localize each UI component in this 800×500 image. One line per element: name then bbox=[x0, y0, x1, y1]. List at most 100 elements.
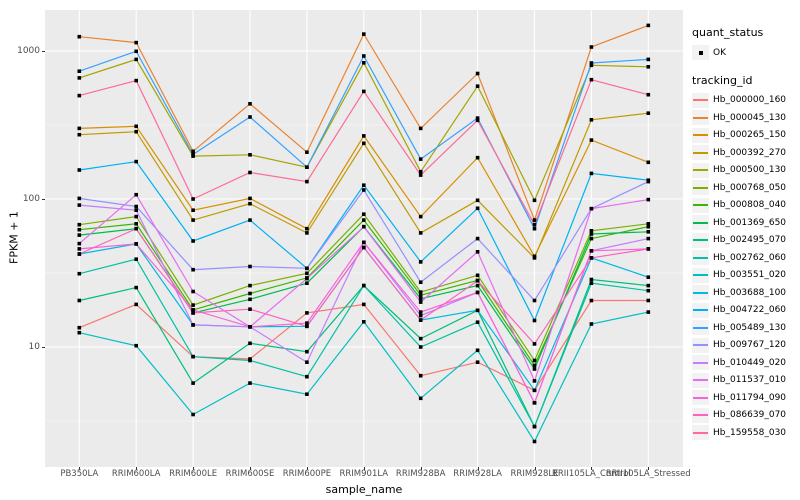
data-point-marker bbox=[191, 197, 195, 201]
data-point-marker bbox=[589, 256, 594, 260]
data-point-marker bbox=[418, 169, 423, 174]
data-point-marker bbox=[77, 330, 82, 335]
legend-line-swatch bbox=[693, 344, 708, 347]
data-point-marker bbox=[646, 111, 651, 115]
plot-panel bbox=[45, 10, 683, 467]
data-point-marker bbox=[362, 218, 366, 222]
data-point-marker bbox=[77, 196, 82, 201]
data-point-marker bbox=[646, 288, 651, 293]
legend-line-swatch bbox=[693, 326, 708, 329]
x-tick-label: RRIM901LA bbox=[339, 469, 389, 479]
data-point-marker bbox=[418, 313, 423, 318]
legend-key-box bbox=[692, 320, 709, 336]
data-point-marker bbox=[589, 63, 594, 68]
data-point-marker bbox=[134, 214, 138, 219]
data-point-marker bbox=[646, 23, 651, 28]
data-point-marker bbox=[248, 358, 252, 363]
data-point-marker bbox=[77, 93, 82, 98]
legend-key-box bbox=[692, 215, 709, 231]
data-point-marker bbox=[646, 92, 651, 97]
legend-line-swatch bbox=[693, 414, 708, 417]
legend-item-label: Hb_001369_650 bbox=[713, 217, 787, 228]
legend-line-swatch bbox=[693, 186, 708, 189]
legend-key-box bbox=[692, 162, 709, 178]
data-point-marker bbox=[248, 297, 252, 302]
legend-item-label: Hb_010449_020 bbox=[713, 357, 787, 368]
data-point-marker bbox=[418, 280, 423, 284]
data-point-marker bbox=[475, 273, 480, 278]
y-tick-label: 100 bbox=[22, 194, 40, 204]
data-point-marker bbox=[134, 192, 138, 197]
data-point-marker bbox=[532, 198, 537, 203]
data-point-marker bbox=[362, 61, 366, 65]
legend-item-label: Hb_002762_060 bbox=[713, 252, 787, 263]
data-point-marker bbox=[646, 283, 651, 288]
data-point-marker bbox=[418, 214, 423, 219]
legend-item-label: Hb_005489_130 bbox=[713, 322, 787, 333]
x-tick-mark bbox=[648, 467, 650, 470]
data-point-marker bbox=[248, 201, 252, 206]
data-point-marker bbox=[475, 279, 480, 283]
data-point-marker bbox=[418, 373, 423, 378]
x-tick-mark bbox=[306, 467, 308, 470]
x-tick-label: RRII105LA_Stressed bbox=[605, 469, 691, 479]
legend-title-quant-status: quant_status bbox=[692, 26, 764, 39]
data-point-marker bbox=[475, 308, 480, 313]
data-point-marker bbox=[134, 78, 138, 83]
legend-item-label: OK bbox=[713, 47, 726, 58]
legend-item-label: Hb_009767_120 bbox=[713, 340, 787, 351]
data-point-marker bbox=[305, 226, 309, 231]
legend-item-Hb_000265_150: Hb_000265_150 bbox=[692, 127, 798, 145]
legend-item-Hb_000500_130: Hb_000500_130 bbox=[692, 162, 798, 180]
x-tick-mark bbox=[193, 467, 195, 470]
data-point-marker bbox=[589, 229, 594, 233]
legend-item-label: Hb_159558_030 bbox=[713, 427, 787, 438]
data-point-marker bbox=[77, 227, 82, 232]
y-tick-label: 1000 bbox=[17, 46, 40, 56]
data-point-marker bbox=[475, 360, 480, 364]
data-point-marker bbox=[532, 367, 537, 371]
data-point-marker bbox=[248, 115, 252, 119]
data-point-marker bbox=[532, 363, 537, 368]
data-point-marker bbox=[362, 224, 366, 229]
data-point-marker bbox=[248, 102, 252, 106]
legend-key-box bbox=[692, 425, 709, 441]
data-point-marker bbox=[134, 40, 138, 45]
legend: quant_status OK tracking_id Hb_000000_16… bbox=[692, 26, 798, 442]
legend-item-Hb_010449_020: Hb_010449_020 bbox=[692, 354, 798, 372]
legend-item-Hb_004722_060: Hb_004722_060 bbox=[692, 302, 798, 320]
legend-key-box bbox=[692, 45, 709, 61]
data-point-marker bbox=[362, 32, 366, 36]
data-point-marker bbox=[589, 77, 594, 82]
legend-item-Hb_011537_010: Hb_011537_010 bbox=[692, 372, 798, 390]
data-point-marker bbox=[589, 281, 594, 285]
legend-line-swatch bbox=[693, 396, 708, 399]
data-point-marker bbox=[248, 307, 252, 311]
data-point-marker bbox=[191, 311, 195, 315]
x-tick-label: RRII105LA_Control bbox=[552, 469, 631, 479]
legend-item-Hb_001369_650: Hb_001369_650 bbox=[692, 214, 798, 232]
data-point-marker bbox=[77, 271, 82, 276]
legend-item-Hb_005489_130: Hb_005489_130 bbox=[692, 319, 798, 337]
data-point-marker bbox=[646, 224, 651, 229]
x-tick-label: RRIM600LA bbox=[111, 469, 161, 479]
data-point-marker bbox=[77, 252, 82, 256]
legend-item-label: Hb_086639_070 bbox=[713, 410, 787, 421]
data-point-marker bbox=[589, 45, 594, 49]
data-point-marker bbox=[248, 218, 252, 222]
legend-item-Hb_011794_090: Hb_011794_090 bbox=[692, 389, 798, 407]
legend-item-Hb_003551_020: Hb_003551_020 bbox=[692, 267, 798, 285]
data-point-marker bbox=[191, 267, 195, 272]
data-point-marker bbox=[191, 218, 195, 222]
data-point-marker bbox=[646, 310, 651, 314]
x-tick-mark bbox=[420, 467, 422, 470]
x-tick-label: PB350LA bbox=[60, 469, 99, 479]
x-tick-mark bbox=[363, 467, 365, 470]
data-point-marker bbox=[532, 226, 537, 231]
data-point-marker bbox=[77, 34, 82, 39]
y-tick-mark bbox=[42, 51, 45, 52]
data-point-marker bbox=[532, 298, 537, 303]
data-point-marker bbox=[646, 275, 651, 279]
legend-key-box bbox=[692, 110, 709, 126]
